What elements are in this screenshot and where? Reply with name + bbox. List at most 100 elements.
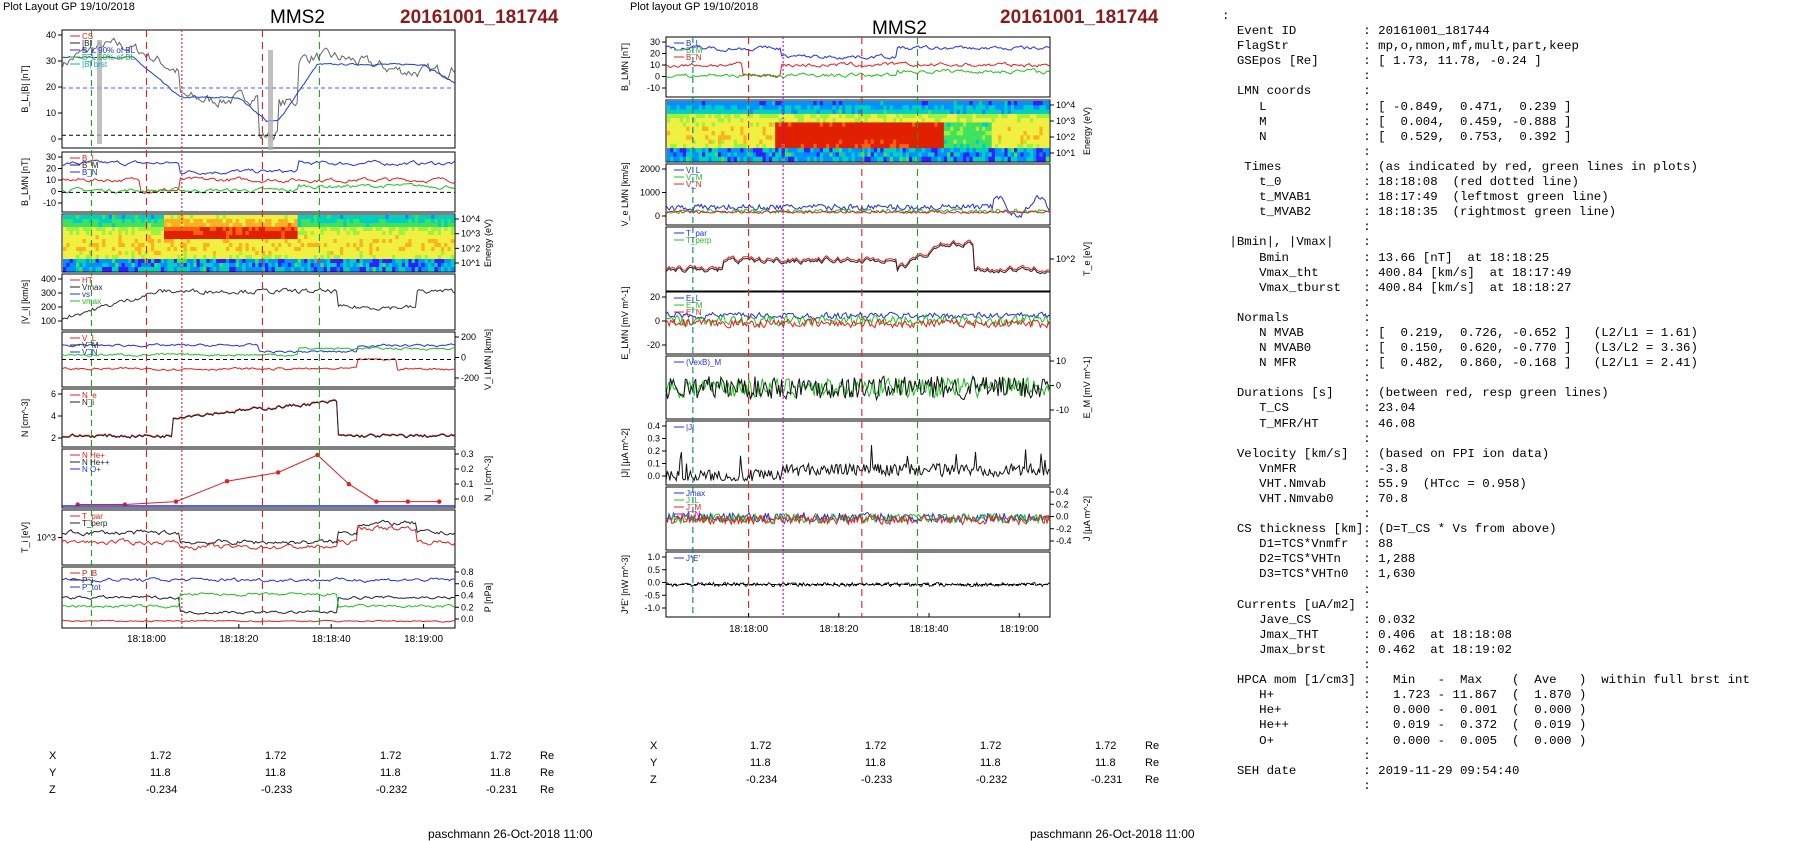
- spectrogram-cell: [444, 227, 449, 232]
- spectrogram-cell: [441, 263, 445, 268]
- spectrogram-cell: [1017, 143, 1021, 149]
- middle-x-1: 1.72: [750, 740, 772, 752]
- spectrogram-cell: [928, 139, 932, 145]
- spectrogram-cell: [969, 135, 974, 141]
- spectrogram-cell: [330, 235, 335, 240]
- spectrogram-cell: [667, 118, 671, 123]
- spectrogram-cell: [733, 122, 738, 128]
- spectrogram-cell: [813, 148, 818, 153]
- spectrogram-cell: [861, 143, 865, 149]
- spectrogram-cell: [392, 223, 396, 228]
- spectrogram-cell: [151, 223, 155, 228]
- spectrogram-cell: [975, 113, 980, 119]
- spectrogram-cell: [1014, 135, 1018, 141]
- spectrogram-cell: [317, 255, 321, 260]
- spectrogram-cell: [873, 113, 878, 119]
- spectrogram-cell: [424, 223, 429, 228]
- spectrogram-cell: [934, 135, 939, 141]
- spectrogram-cell: [421, 247, 426, 252]
- spectrogram-cell: [326, 259, 331, 264]
- spectrogram-cell: [676, 101, 681, 106]
- spectrogram-cell: [845, 122, 850, 128]
- spectrogram-cell: [124, 247, 129, 252]
- spectrogram-cell: [740, 135, 744, 141]
- spectrogram-cell: [966, 156, 970, 162]
- spectrogram-cell: [979, 101, 983, 106]
- spectrogram-cell: [692, 135, 697, 141]
- spectrogram-cell: [918, 126, 923, 132]
- spectrogram-cell: [173, 255, 178, 260]
- spectrogram-cell: [284, 251, 289, 256]
- spectrogram-cell: [816, 152, 821, 158]
- spectrogram-cell: [791, 101, 795, 106]
- spectrogram-cell: [934, 118, 939, 123]
- spectrogram-cell: [670, 135, 674, 141]
- spectrogram-cell: [258, 247, 263, 252]
- middle-tick-label-electron-spectrogram: 10^4: [1056, 100, 1075, 110]
- left-tick-label-ion-temperature: 10^3: [37, 533, 56, 543]
- spectrogram-cell: [300, 263, 305, 268]
- spectrogram-cell: [889, 143, 894, 149]
- spectrogram-cell: [682, 139, 687, 145]
- spectrogram-cell: [258, 243, 263, 248]
- spectrogram-cell: [362, 219, 367, 224]
- spectrogram-cell: [349, 259, 354, 264]
- spectrogram-cell: [988, 152, 993, 158]
- spectrogram-cell: [239, 227, 243, 232]
- spectrogram-cell: [180, 223, 185, 228]
- spectrogram-cell: [867, 139, 872, 145]
- spectrogram-cell: [375, 219, 380, 224]
- spectrogram-cell: [679, 148, 684, 153]
- spectrogram-cell: [183, 223, 188, 228]
- spectrogram-cell: [137, 243, 142, 248]
- spectrogram-cell: [893, 139, 897, 145]
- spectrogram-cell: [893, 126, 897, 132]
- spectrogram-cell: [1010, 131, 1015, 136]
- spectrogram-cell: [434, 263, 439, 268]
- info-line: :: [1222, 220, 1371, 235]
- spectrogram-cell: [76, 235, 80, 240]
- spectrogram-cell: [737, 148, 741, 153]
- spectrogram-cell: [274, 255, 279, 260]
- spectrogram-cell: [229, 215, 234, 220]
- spectrogram-cell: [1020, 105, 1025, 111]
- spectrogram-cell: [673, 118, 678, 123]
- spectrogram-cell: [676, 109, 681, 115]
- middle-z-1: -0.234: [746, 774, 778, 786]
- spectrogram-cell: [170, 215, 175, 220]
- spectrogram-cell: [281, 251, 286, 256]
- spectrogram-cell: [689, 152, 694, 158]
- spectrogram-cell: [864, 126, 869, 132]
- spectrogram-cell: [369, 263, 374, 268]
- left-tick-label-b-magnitude: 20: [46, 82, 56, 92]
- spectrogram-cell: [959, 122, 964, 128]
- spectrogram-cell: [427, 223, 432, 228]
- spectrogram-cell: [287, 267, 292, 272]
- spectrogram-cell: [756, 148, 760, 153]
- spectrogram-cell: [427, 215, 432, 220]
- spectrogram-cell: [1014, 109, 1018, 115]
- spectrogram-cell: [395, 215, 400, 220]
- spectrogram-cell: [118, 251, 123, 256]
- spectrogram-cell: [1014, 148, 1018, 153]
- spectrogram-cell: [177, 259, 181, 264]
- spectrogram-cell: [768, 113, 773, 119]
- spectrogram-cell: [985, 152, 990, 158]
- spectrogram-cell: [1026, 152, 1031, 158]
- spectrogram-cell: [89, 247, 93, 252]
- spectrogram-cell: [401, 223, 406, 228]
- spectrogram-cell: [375, 215, 380, 220]
- spectrogram-cell: [791, 135, 795, 141]
- spectrogram-cell: [261, 235, 266, 240]
- spectrogram-cell: [333, 219, 338, 224]
- spectrogram-cell: [310, 215, 315, 220]
- spectrogram-cell: [408, 223, 413, 228]
- spectrogram-cell: [775, 101, 779, 106]
- spectrogram-cell: [924, 118, 929, 123]
- left-vi-m-line: [61, 346, 456, 357]
- spectrogram-cell: [1001, 156, 1006, 162]
- info-line: Currents [uA/m2] :: [1222, 597, 1371, 612]
- spectrogram-cell: [271, 215, 276, 220]
- spectrogram-cell: [950, 131, 955, 136]
- spectrogram-cell: [880, 148, 885, 153]
